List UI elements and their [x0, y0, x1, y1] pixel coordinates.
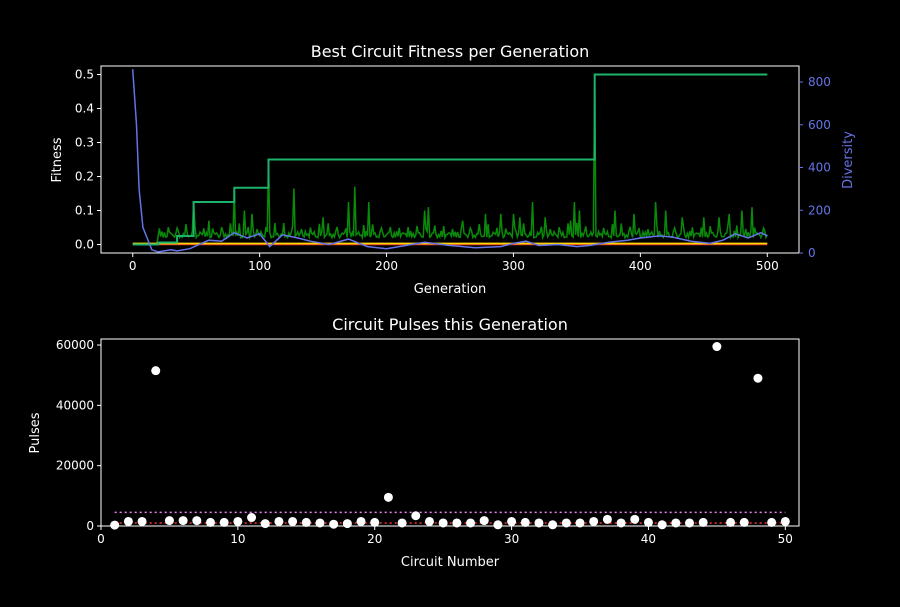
pulse-point — [123, 516, 133, 526]
y2-tick-label: 0 — [808, 246, 816, 260]
y-axis-label: Fitness — [50, 137, 65, 182]
x-tick-label: 50 — [778, 532, 793, 546]
y-tick-label: 0.4 — [75, 102, 94, 116]
y-tick-label: 60000 — [56, 338, 94, 352]
y2-tick-label: 600 — [808, 118, 831, 132]
pulse-point — [739, 517, 749, 527]
pulse-point — [260, 519, 270, 529]
x-tick-label: 0 — [97, 532, 105, 546]
y2-tick-label: 200 — [808, 203, 831, 217]
y2-axis-label: Diversity — [841, 131, 856, 189]
pulse-point — [164, 516, 174, 526]
pulse-point — [274, 516, 284, 526]
y-tick-label: 20000 — [56, 459, 94, 473]
x-tick-label: 200 — [375, 259, 398, 273]
x-tick-label: 100 — [248, 259, 271, 273]
pulse-point — [479, 516, 489, 526]
pulse-point — [548, 520, 558, 530]
y-tick-label: 0 — [86, 519, 94, 533]
x-tick-label: 10 — [230, 532, 245, 546]
axes-frame — [100, 65, 800, 254]
axes-frame — [100, 338, 800, 527]
pulse-point — [726, 517, 736, 527]
x-tick-label: 500 — [756, 259, 779, 273]
pulse-point — [712, 342, 722, 352]
series-diversity-line — [131, 69, 768, 253]
x-tick-label: 40 — [641, 532, 656, 546]
x-tick-label: 30 — [504, 532, 519, 546]
x-tick-label: 300 — [502, 259, 525, 273]
x-tick-label: 400 — [629, 259, 652, 273]
pulse-point — [137, 516, 147, 526]
pulse-point — [780, 516, 790, 526]
pulse-point — [110, 520, 120, 530]
x-axis-ticks: 0 10 20 30 40 50 — [97, 526, 793, 546]
x-tick-label: 20 — [367, 532, 382, 546]
pulse-point — [698, 517, 708, 527]
series-current-fitness-line — [132, 74, 768, 246]
y2-tick-label: 400 — [808, 161, 831, 175]
pulse-point — [219, 517, 229, 527]
pulse-point — [397, 518, 407, 528]
pulse-point — [205, 517, 215, 527]
pulse-point — [589, 516, 599, 526]
x-axis-label: Circuit Number — [401, 555, 500, 570]
chart-pulses: Circuit Pulses this Generation 0 10 20 30 40… — [28, 315, 800, 570]
pulse-point — [643, 517, 653, 527]
y-tick-label: 40000 — [56, 398, 94, 412]
y-tick-label: 0.3 — [75, 136, 94, 150]
pulse-point — [630, 514, 640, 524]
pulse-point — [561, 518, 571, 528]
pulse-point — [329, 519, 339, 529]
pulse-point — [356, 516, 366, 526]
pulse-point — [315, 518, 325, 528]
chart-fitness: Best Circuit Fitness per Generation 0 100… — [50, 42, 856, 297]
pulse-point — [685, 518, 695, 528]
pulse-point — [178, 516, 188, 526]
pulse-point — [657, 520, 667, 530]
pulse-point — [383, 492, 393, 502]
y-axis-ticks: 0.0 0.1 0.2 0.3 0.4 0.5 — [75, 68, 101, 252]
pulse-point — [452, 518, 462, 528]
pulse-point — [616, 518, 626, 528]
pulse-point — [370, 517, 380, 527]
chart-title: Best Circuit Fitness per Generation — [311, 42, 590, 61]
y-axis-ticks: 0 20000 40000 60000 — [56, 338, 101, 533]
x-axis-ticks: 0 100 200 300 400 500 — [129, 253, 779, 273]
x-tick-label: 0 — [129, 259, 137, 273]
pulse-point — [507, 516, 517, 526]
pulse-point — [151, 366, 161, 376]
pulse-point — [602, 514, 612, 524]
pulse-point — [424, 516, 434, 526]
pulse-point — [288, 516, 298, 526]
plot-area — [110, 342, 790, 530]
pulse-point — [411, 511, 421, 521]
chart-title: Circuit Pulses this Generation — [332, 315, 568, 334]
y-axis-label: Pulses — [28, 412, 43, 453]
y-tick-label: 0.2 — [75, 170, 94, 184]
pulse-point — [247, 513, 257, 523]
pulse-point — [671, 518, 681, 528]
pulse-point — [493, 520, 503, 530]
plot-area — [131, 69, 768, 253]
y-tick-label: 0.0 — [75, 238, 94, 252]
y2-axis-ticks: 0 200 400 600 800 — [799, 75, 831, 260]
pulse-point — [753, 373, 763, 383]
pulse-point — [342, 519, 352, 529]
pulse-point — [233, 516, 243, 526]
series-best-fitness-line — [132, 73, 768, 246]
y-tick-label: 0.5 — [75, 68, 94, 82]
pulse-point — [301, 517, 311, 527]
pulse-point — [520, 517, 530, 527]
pulse-point — [466, 518, 476, 528]
pulse-point — [534, 518, 544, 528]
y2-tick-label: 800 — [808, 75, 831, 89]
pulse-point — [438, 518, 448, 528]
pulse-point — [192, 516, 202, 526]
pulse-point — [575, 518, 585, 528]
y-tick-label: 0.1 — [75, 204, 94, 218]
pulse-point — [767, 517, 777, 527]
x-axis-label: Generation — [414, 282, 487, 297]
